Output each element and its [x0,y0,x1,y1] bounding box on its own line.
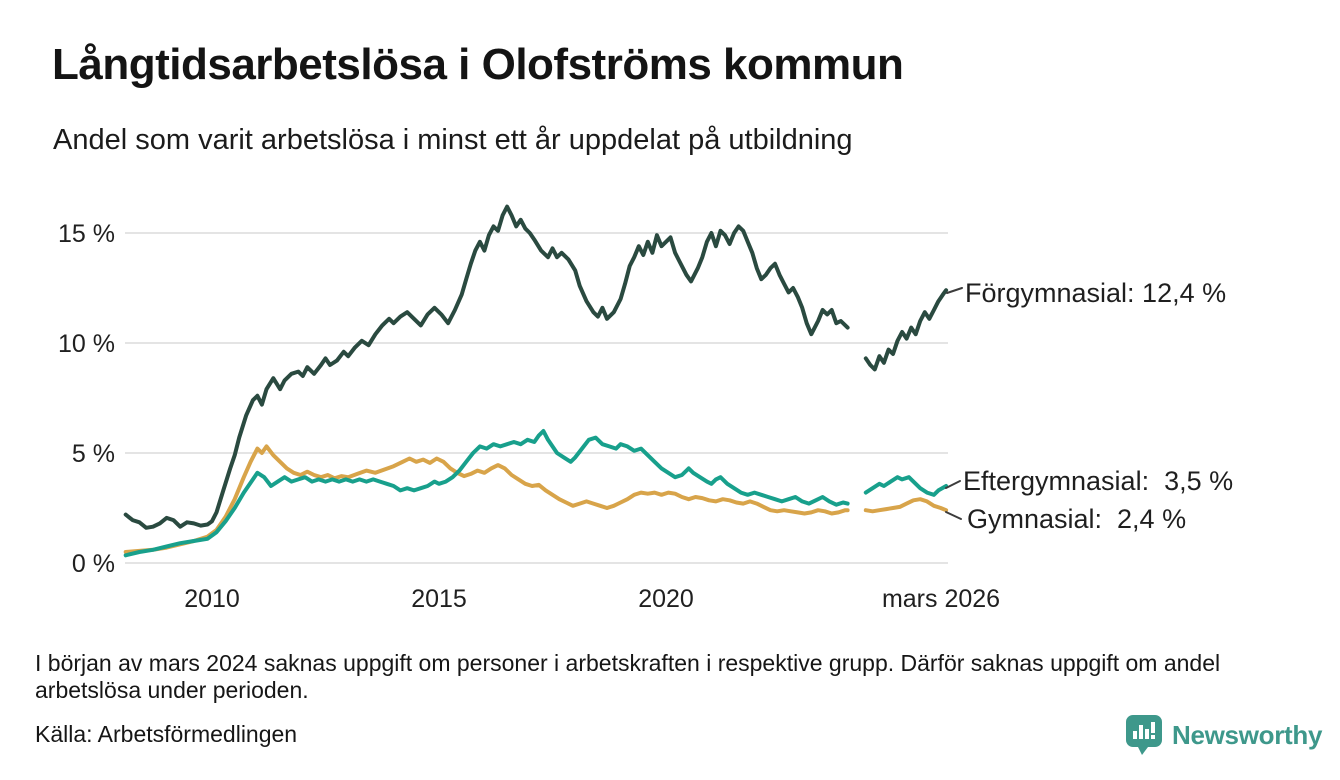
y-tick-15: 15 % [58,220,115,248]
speech-bubble-shape [1126,715,1162,755]
series-line-frgymnasial [123,204,850,530]
newsworthy-logo: Newsworthy [1125,714,1322,756]
page-subtitle: Andel som varit arbetslösa i minst ett å… [53,124,853,156]
label-connector-eftergymnasial [945,480,961,489]
source-line: Källa: Arbetsförmedlingen [35,721,298,747]
series-label-forgymnasial: Förgymnasial: 12,4 % [965,278,1227,308]
label-connector-forgymnasial [946,287,963,294]
y-tick-10: 10 % [58,330,115,358]
footnote: I början av mars 2024 saknas uppgift om … [35,650,1221,703]
series-label-eftergymnasial: Eftergymnasial: 3,5 % [963,466,1234,496]
series-line-frgymnasial [863,288,949,372]
y-tick-5: 5 % [72,440,115,468]
label-connector-gymnasial [945,511,962,520]
page-title: Långtidsarbetslösa i Olofströms kommun [52,40,904,89]
x-tick-2015: 2015 [411,585,467,613]
y-tick-0: 0 % [72,550,115,578]
brand-name: Newsworthy [1172,719,1323,750]
line-chart: 15 % 10 % 5 % 0 % 2010 2015 2020 mars 20… [58,204,1000,613]
x-tick-mars-2026: mars 2026 [882,585,1000,613]
series-line-eftergymnasial [863,475,949,497]
newsworthy-bubble-icon [1126,715,1162,755]
series-line-gymnasial [123,444,850,554]
x-tick-2020: 2020 [638,585,694,613]
bar-chart-glyph [1133,722,1155,739]
series-line-eftergymnasial [123,429,850,558]
series-label-gymnasial: Gymnasial: 2,4 % [967,504,1187,534]
plot-series-layer [123,204,949,558]
x-tick-2010: 2010 [184,585,240,613]
series-line-gymnasial [863,497,949,514]
